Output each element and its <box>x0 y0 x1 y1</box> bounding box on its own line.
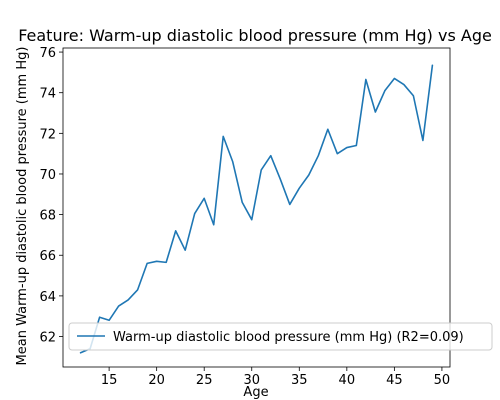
y-tick-label: 68 <box>39 209 56 224</box>
legend-box <box>68 322 493 351</box>
y-tick-label: 72 <box>39 127 56 142</box>
y-tick-label: 74 <box>39 87 56 102</box>
y-tick-label: 64 <box>39 290 56 305</box>
y-axis-label: Mean Warm-up diastolic blood pressure (m… <box>15 47 30 366</box>
x-axis-ticks: 15 20 25 30 35 40 45 50 <box>101 367 450 388</box>
legend: Warm-up diastolic blood pressure (mm Hg)… <box>68 322 493 351</box>
x-tick-label: 15 <box>101 373 118 388</box>
x-tick-label: 50 <box>434 373 451 388</box>
x-axis-label: Age <box>243 385 268 400</box>
x-tick-label: 20 <box>148 373 165 388</box>
y-tick-label: 62 <box>39 331 56 346</box>
x-tick-label: 45 <box>386 373 403 388</box>
x-tick-label: 25 <box>196 373 213 388</box>
y-tick-label: 66 <box>39 249 56 264</box>
x-tick-label: 35 <box>291 373 308 388</box>
x-tick-label: 40 <box>339 373 356 388</box>
x-tick-label: 30 <box>243 373 260 388</box>
series-line <box>79 64 434 354</box>
y-tick-label: 76 <box>39 46 56 61</box>
plot-frame <box>62 47 451 368</box>
chart-title: Feature: Warm-up diastolic blood pressur… <box>18 26 492 45</box>
series-group <box>79 64 434 354</box>
y-tick-label: 70 <box>39 168 56 183</box>
legend-entry-label: Warm-up diastolic blood pressure (mm Hg)… <box>113 330 464 345</box>
y-axis-ticks: 62 64 66 68 70 72 74 76 <box>39 46 63 346</box>
plot-area <box>62 47 451 368</box>
